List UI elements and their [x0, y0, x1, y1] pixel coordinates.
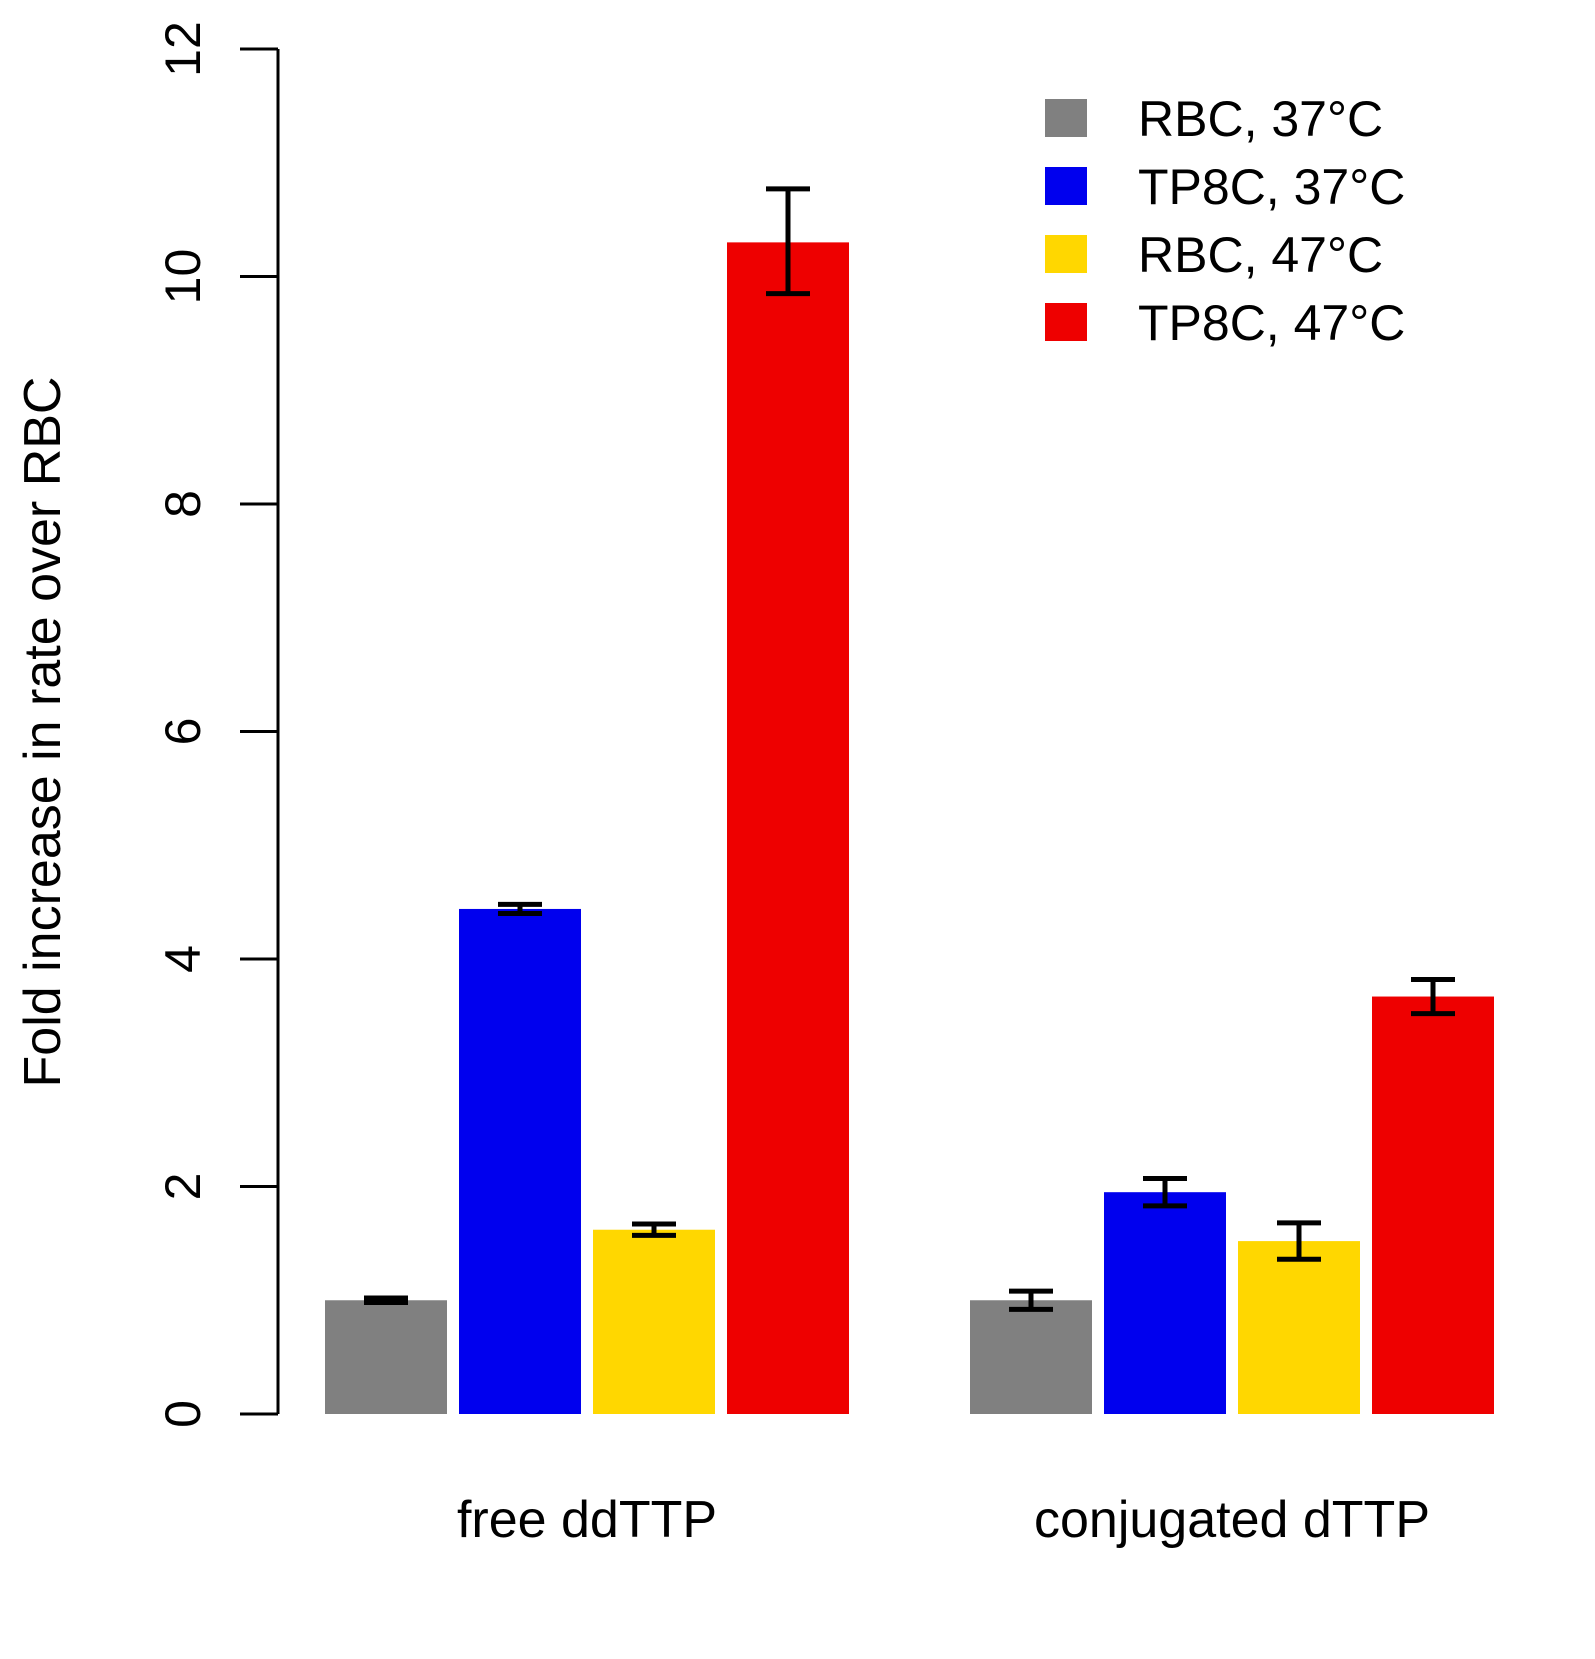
bar [459, 908, 581, 1414]
legend-swatch [1045, 99, 1087, 137]
bar [1238, 1241, 1360, 1414]
y-axis-title: Fold increase in rate over RBC [14, 377, 72, 1088]
legend-swatch [1045, 167, 1087, 205]
legend-label: TP8C, 37°C [1138, 159, 1405, 215]
bar [593, 1229, 715, 1414]
y-axis: 0 2 4 6 8 10 12 [155, 21, 280, 1428]
bar [1372, 996, 1494, 1414]
bars [325, 242, 1494, 1414]
y-tick-label: 4 [155, 945, 211, 973]
x-category-label: conjugated dTTP [1034, 1491, 1430, 1549]
x-category-label: free ddTTP [457, 1491, 717, 1549]
bar [325, 1300, 447, 1414]
group-labels: free ddTTP conjugated dTTP [457, 1491, 1430, 1549]
legend: RBC, 37°C TP8C, 37°C RBC, 47°C TP8C, 47°C [1045, 91, 1405, 351]
y-tick-label: 10 [155, 249, 211, 305]
legend-label: RBC, 47°C [1138, 227, 1383, 283]
bar [727, 242, 849, 1414]
error-bars [364, 186, 1455, 1312]
bar [970, 1300, 1092, 1414]
legend-label: RBC, 37°C [1138, 91, 1383, 147]
y-tick-label: 6 [155, 718, 211, 746]
legend-swatch [1045, 235, 1087, 273]
legend-label: TP8C, 47°C [1138, 295, 1405, 351]
legend-swatch [1045, 303, 1087, 341]
y-tick-label: 12 [155, 21, 211, 77]
y-tick-label: 2 [155, 1173, 211, 1201]
y-tick-label: 8 [155, 490, 211, 518]
bar [1104, 1192, 1226, 1414]
y-tick-label: 0 [155, 1400, 211, 1428]
